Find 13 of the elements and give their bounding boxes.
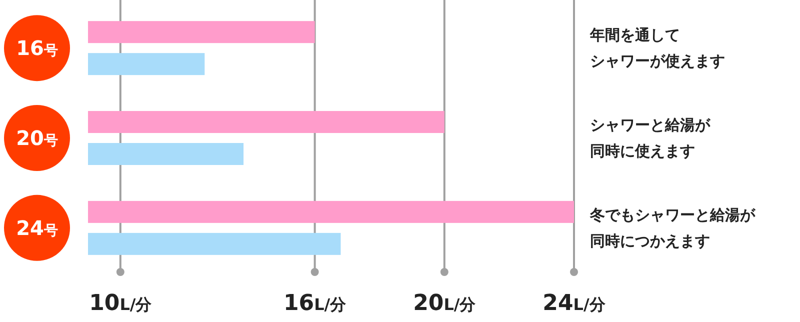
x-tick-label: 10L/分 [89, 291, 153, 316]
text: シャワーが使えます [590, 52, 725, 70]
y-tick-label: 24号 [16, 216, 58, 240]
text: シャワーと給湯が [590, 116, 711, 134]
text: 同時につかえます [590, 232, 710, 250]
text: 同時に使えます [590, 142, 695, 160]
x-tick-label: 20L/分 [413, 291, 477, 316]
text: 年間を通して [589, 26, 680, 44]
x-tick-label: 16L/分 [283, 291, 348, 316]
text: 冬でもシャワーと給湯が [589, 206, 756, 224]
x-tick-label: 24L/分 [542, 291, 606, 316]
y-tick-label: 20号 [16, 126, 58, 150]
y-tick-label: 16号 [16, 36, 58, 60]
